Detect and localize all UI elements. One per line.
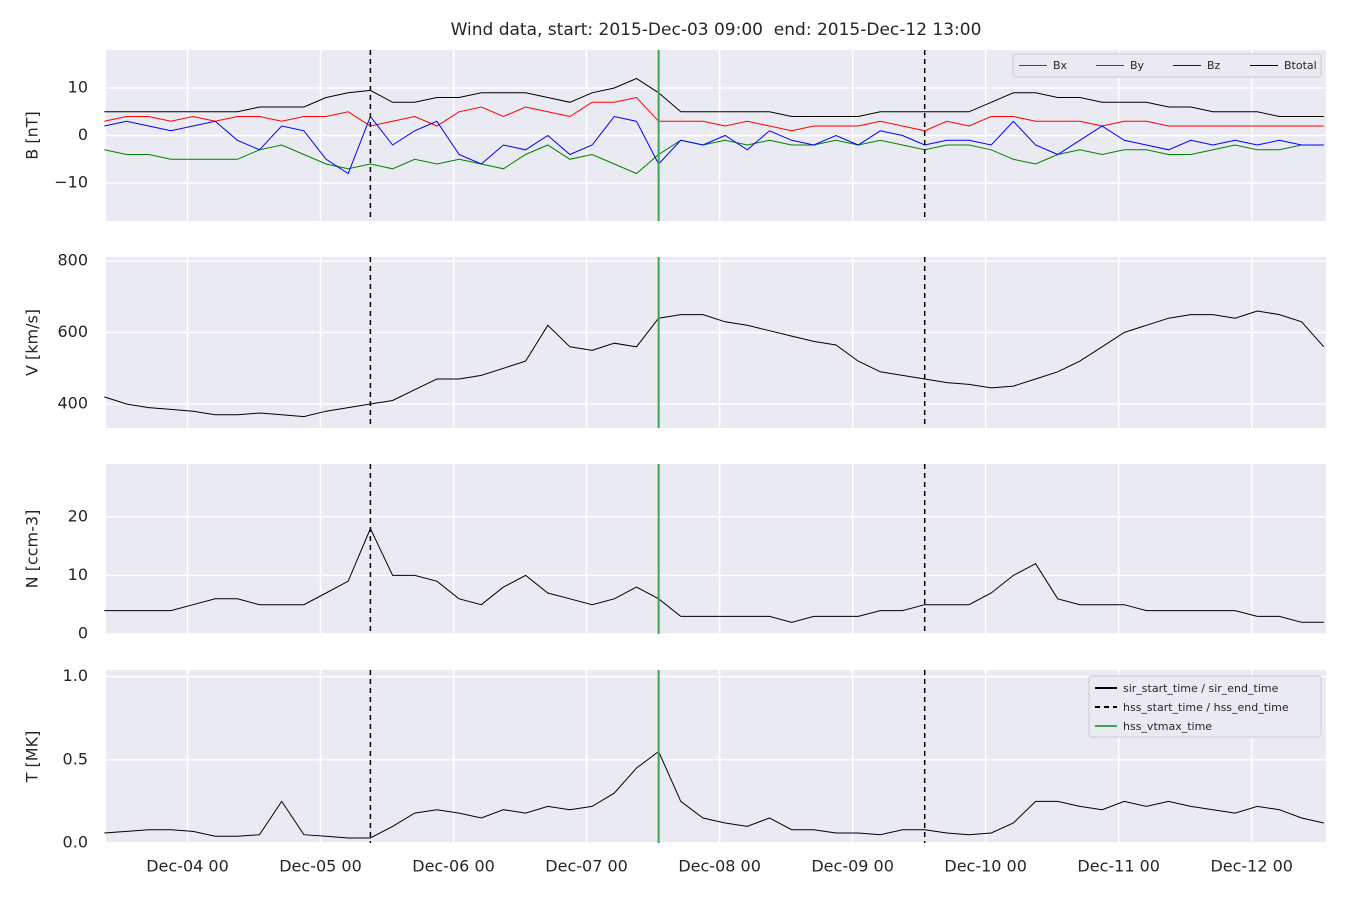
y-tick-label: −10 — [54, 173, 88, 192]
y-tick-label: 1.0 — [63, 666, 88, 685]
y-tick-label: 800 — [57, 250, 88, 269]
y-tick-label: 0 — [78, 125, 88, 144]
legend-label: hss_vtmax_time — [1123, 720, 1212, 733]
legend-label: Btotal — [1284, 59, 1317, 72]
y-tick-label: 10 — [68, 565, 88, 584]
legend-label: Bx — [1053, 59, 1068, 72]
legend-box — [1088, 675, 1322, 738]
x-tick-label: Dec-12 00 — [1210, 857, 1293, 876]
x-tick-label: Dec-10 00 — [944, 857, 1027, 876]
legend-label: Bz — [1207, 59, 1221, 72]
y-axis-label: V [km/s] — [23, 309, 42, 376]
y-tick-label: 0 — [78, 624, 88, 643]
data-line — [104, 96, 1324, 132]
x-tick-label: Dec-04 00 — [146, 857, 229, 876]
y-tick-label: 0.5 — [63, 749, 88, 768]
x-tick-label: Dec-07 00 — [545, 857, 628, 876]
legend-label: sir_start_time / sir_end_time — [1123, 682, 1279, 695]
chart-title: Wind data, start: 2015-Dec-03 09:00 end:… — [451, 20, 982, 40]
data-line — [104, 750, 1324, 839]
y-axis-label: T [MK] — [23, 731, 42, 784]
x-tick-label: Dec-11 00 — [1077, 857, 1160, 876]
legend-label: By — [1130, 59, 1145, 72]
y-axis-label: B [nT] — [23, 111, 42, 159]
y-tick-label: 0.0 — [63, 833, 88, 852]
legend-box — [1012, 53, 1322, 78]
data-line — [104, 139, 1324, 175]
y-tick-label: 10 — [68, 78, 88, 97]
y-tick-label: 600 — [57, 322, 88, 341]
y-tick-label: 400 — [57, 394, 88, 413]
panel-background — [106, 257, 1326, 428]
data-line — [104, 77, 1324, 117]
legend-label: hss_start_time / hss_end_time — [1123, 701, 1289, 714]
x-tick-label: Dec-06 00 — [412, 857, 495, 876]
x-tick-label: Dec-05 00 — [279, 857, 362, 876]
data-line — [104, 115, 1324, 175]
panel-background — [106, 464, 1326, 634]
y-axis-label: N [ccm-3] — [23, 510, 42, 589]
y-tick-label: 20 — [68, 506, 88, 525]
data-line — [104, 527, 1324, 623]
x-tick-label: Dec-08 00 — [678, 857, 761, 876]
data-line — [104, 310, 1325, 418]
x-tick-label: Dec-09 00 — [811, 857, 894, 876]
